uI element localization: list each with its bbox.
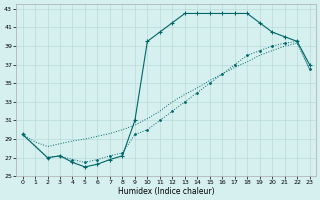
X-axis label: Humidex (Indice chaleur): Humidex (Indice chaleur) xyxy=(118,187,214,196)
